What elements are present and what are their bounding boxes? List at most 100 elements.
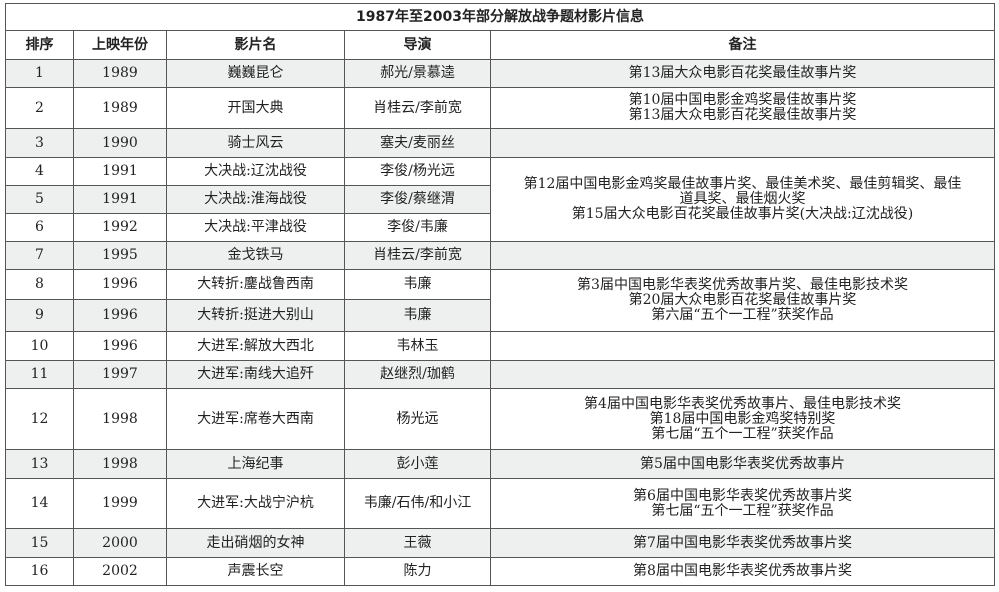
remarks-cell	[490, 241, 995, 270]
table-row: 2 1989 开国大典 肖桂云/李前宽 第10届中国电影金鸡奖最佳故事片奖 第13届大众电…	[5, 87, 995, 129]
rank-cell: 16	[5, 557, 74, 586]
film-cell: 声震长空	[166, 557, 345, 586]
remark-line: 第六届“五个一工程”获奖作品	[651, 307, 834, 323]
film-cell: 大决战:淮海战役	[166, 185, 345, 214]
remarks-cell: 第5届中国电影华表奖优秀故事片	[490, 449, 995, 479]
header-rank: 排序	[5, 30, 74, 60]
director-cell: 肖桂云/李前宽	[344, 87, 491, 129]
table-row: 1 1989 巍巍昆仑 郝光/景慕逵 第13届大众电影百花奖最佳故事片奖	[5, 59, 995, 88]
remarks-cell: 第12届中国电影金鸡奖最佳故事片奖、最佳美术奖、最佳剪辑奖、最佳 道具奖、最佳烟火…	[490, 157, 995, 242]
director-cell: 彭小莲	[344, 449, 491, 479]
remark-line: 第20届大众电影百花奖最佳故事片奖	[628, 292, 857, 308]
remark-line: 第13届大众电影百花奖最佳故事片奖	[628, 65, 857, 81]
year-cell: 1997	[73, 360, 167, 389]
remarks-cell	[490, 331, 995, 361]
director-cell: 肖桂云/李前宽	[344, 241, 491, 270]
header-film: 影片名	[166, 30, 345, 60]
rank-cell: 1	[5, 59, 74, 88]
year-cell: 1989	[73, 59, 167, 88]
director-cell: 杨光远	[344, 388, 491, 450]
film-cell: 大转折:鏖战鲁西南	[166, 269, 345, 300]
year-cell: 1995	[73, 241, 167, 270]
director-cell: 赵继烈/珈鹤	[344, 360, 491, 389]
year-cell: 1989	[73, 87, 167, 129]
year-cell: 1996	[73, 331, 167, 361]
table-row: 11 1997 大进军:南线大追歼 赵继烈/珈鹤	[5, 360, 995, 389]
table-row: 3 1990 骑士风云 塞夫/麦丽丝	[5, 128, 995, 158]
director-cell: 韦廉	[344, 299, 491, 332]
film-cell: 大进军:南线大追歼	[166, 360, 345, 389]
remarks-cell: 第7届中国电影华表奖优秀故事片奖	[490, 528, 995, 558]
remarks-cell: 第6届中国电影华表奖优秀故事片奖 第七届“五个一工程”获奖作品	[490, 478, 995, 529]
year-cell: 1998	[73, 449, 167, 479]
table-row: 6 1992 大决战:平津战役 李俊/韦廉	[5, 213, 995, 242]
director-cell: 韦林玉	[344, 331, 491, 361]
rank-cell: 2	[5, 87, 74, 129]
remark-line: 第8届中国电影华表奖优秀故事片奖	[633, 563, 852, 579]
year-cell: 2002	[73, 557, 167, 586]
year-cell: 1992	[73, 213, 167, 242]
table-row: 7 1995 金戈铁马 肖桂云/李前宽	[5, 241, 995, 270]
remark-line: 第七届“五个一工程”获奖作品	[651, 425, 834, 442]
remarks-cell	[490, 360, 995, 389]
director-cell: 陈力	[344, 557, 491, 586]
film-info-table: 1987年至2003年部分解放战争题材影片信息 排序 上映年份 影片名 导演 备…	[5, 3, 995, 586]
film-cell: 大决战:平津战役	[166, 213, 345, 242]
year-cell: 1996	[73, 269, 167, 300]
table-row: 8 1996 大转折:鏖战鲁西南 韦廉 第3届中国电影华表奖优秀故事片奖、最佳电影技术奖…	[5, 269, 995, 332]
remarks-cell: 第8届中国电影华表奖优秀故事片奖	[490, 557, 995, 586]
director-cell: 李俊/韦廉	[344, 213, 491, 242]
rank-cell: 14	[5, 478, 74, 529]
remarks-cell: 第3届中国电影华表奖优秀故事片奖、最佳电影技术奖 第20届大众电影百花奖最佳故事片…	[490, 269, 995, 332]
rank-cell: 9	[5, 299, 74, 332]
header-year: 上映年份	[73, 30, 167, 60]
film-cell: 上海纪事	[166, 449, 345, 479]
director-cell: 塞夫/麦丽丝	[344, 128, 491, 158]
year-cell: 2000	[73, 528, 167, 558]
director-cell: 王薇	[344, 528, 491, 558]
film-cell: 大转折:挺进大别山	[166, 299, 345, 332]
rank-cell: 12	[5, 388, 74, 450]
rank-cell: 6	[5, 213, 74, 242]
director-cell: 郝光/景慕逵	[344, 59, 491, 88]
remark-line: 第5届中国电影华表奖优秀故事片	[640, 455, 845, 472]
film-cell: 大进军:席卷大西南	[166, 388, 345, 450]
table-row: 9 1996 大转折:挺进大别山 韦廉	[5, 299, 995, 332]
table-row: 16 2002 声震长空 陈力 第8届中国电影华表奖优秀故事片奖	[5, 557, 995, 586]
table-row: 13 1998 上海纪事 彭小莲 第5届中国电影华表奖优秀故事片	[5, 449, 995, 479]
remark-line: 第15届大众电影百花奖最佳故事片奖(大决战:辽沈战役)	[571, 206, 914, 222]
film-cell: 大进军:大战宁沪杭	[166, 478, 345, 529]
remark-line: 第3届中国电影华表奖优秀故事片奖、最佳电影技术奖	[577, 277, 908, 293]
table-row: 10 1996 大进军:解放大西北 韦林玉	[5, 331, 995, 361]
year-cell: 1998	[73, 388, 167, 450]
year-cell: 1999	[73, 478, 167, 529]
remarks-cell: 第4届中国电影华表奖优秀故事片、最佳电影技术奖 第18届中国电影金鸡奖特别奖 第七届…	[490, 388, 995, 450]
film-cell: 大进军:解放大西北	[166, 331, 345, 361]
remark-line: 第6届中国电影华表奖优秀故事片奖	[633, 487, 852, 504]
remark-line: 第12届中国电影金鸡奖最佳故事片奖、最佳美术奖、最佳剪辑奖、最佳	[523, 176, 962, 192]
remark-line: 第10届中国电影金鸡奖最佳故事片奖	[628, 92, 857, 108]
film-cell: 走出硝烟的女神	[166, 528, 345, 558]
film-cell: 金戈铁马	[166, 241, 345, 270]
table-title: 1987年至2003年部分解放战争题材影片信息	[5, 3, 995, 31]
rank-cell: 11	[5, 360, 74, 389]
film-cell: 巍巍昆仑	[166, 59, 345, 88]
film-cell: 骑士风云	[166, 128, 345, 158]
film-cell: 大决战:辽沈战役	[166, 157, 345, 186]
table-row: 5 1991 大决战:淮海战役 李俊/蔡继渭	[5, 185, 995, 214]
table-row: 12 1998 大进军:席卷大西南 杨光远 第4届中国电影华表奖优秀故事片、最佳电影技术…	[5, 388, 995, 450]
director-cell: 韦廉/石伟/和小江	[344, 478, 491, 529]
table-row: 15 2000 走出硝烟的女神 王薇 第7届中国电影华表奖优秀故事片奖	[5, 528, 995, 558]
year-cell: 1991	[73, 185, 167, 214]
year-cell: 1996	[73, 299, 167, 332]
remark-line: 第7届中国电影华表奖优秀故事片奖	[633, 534, 852, 551]
header-director: 导演	[344, 30, 491, 60]
rank-cell: 15	[5, 528, 74, 558]
header-remarks: 备注	[490, 30, 995, 60]
film-cell: 开国大典	[166, 87, 345, 129]
remark-line: 第13届大众电影百花奖最佳故事片奖	[628, 107, 857, 123]
rank-cell: 3	[5, 128, 74, 158]
remark-line: 第4届中国电影华表奖优秀故事片、最佳电影技术奖	[584, 395, 901, 412]
rank-cell: 4	[5, 157, 74, 186]
rank-cell: 5	[5, 185, 74, 214]
